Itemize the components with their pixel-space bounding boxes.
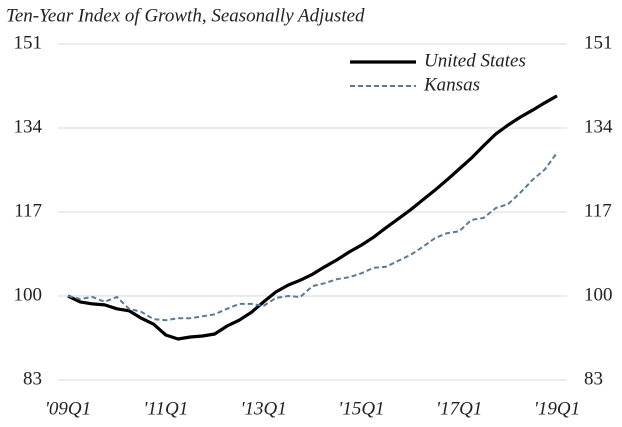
x-tick-label: '19Q1 bbox=[534, 398, 580, 419]
y2-tick-label: 117 bbox=[584, 200, 612, 221]
y2-tick-label: 100 bbox=[584, 284, 613, 305]
y2-tick-label: 83 bbox=[584, 368, 603, 389]
legend-label: United States bbox=[424, 50, 526, 71]
y-tick-label: 117 bbox=[14, 200, 42, 221]
y-tick-label: 100 bbox=[14, 284, 43, 305]
legend-label: Kansas bbox=[423, 74, 480, 95]
y-tick-label: 83 bbox=[23, 368, 42, 389]
line-series bbox=[67, 152, 558, 322]
y-tick-label: 134 bbox=[14, 116, 43, 137]
x-tick-label: '13Q1 bbox=[240, 398, 286, 419]
y-tick-label: 151 bbox=[14, 32, 43, 53]
x-tick-label: '11Q1 bbox=[143, 398, 188, 419]
x-tick-label: '09Q1 bbox=[45, 398, 91, 419]
chart-title: Ten-Year Index of Growth, Seasonally Adj… bbox=[6, 5, 365, 26]
x-tick-label: '15Q1 bbox=[338, 398, 384, 419]
y2-tick-label: 134 bbox=[584, 116, 613, 137]
x-tick-label: '17Q1 bbox=[436, 398, 482, 419]
y2-tick-label: 151 bbox=[584, 32, 613, 53]
line-series bbox=[67, 94, 558, 341]
